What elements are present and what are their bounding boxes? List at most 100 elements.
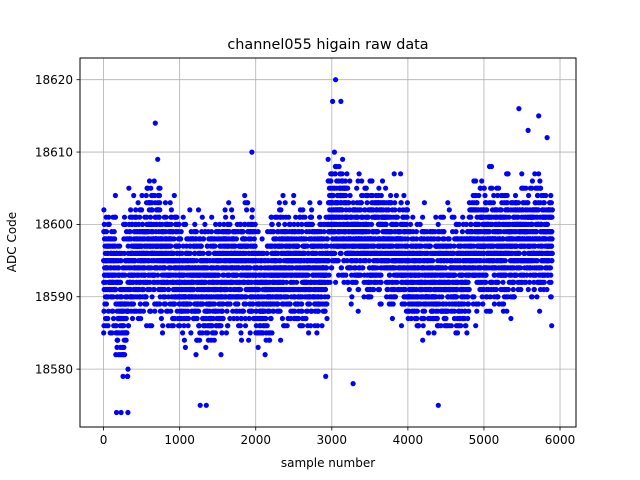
data-point [223,330,229,336]
data-point [208,229,215,235]
data-point [420,214,426,220]
data-point [392,207,398,213]
data-point [222,207,228,213]
data-point [148,308,154,314]
data-point [433,214,439,220]
data-point [209,214,215,220]
data-point [333,279,339,285]
data-point [378,279,384,285]
data-point [200,236,207,242]
data-point [473,323,479,329]
data-point [316,214,323,220]
data-point [280,192,286,199]
data-point [185,315,192,322]
data-point [244,207,250,213]
data-point [126,185,132,191]
data-point [220,315,226,322]
data-point [302,214,308,220]
data-point [300,323,306,329]
data-point [276,200,282,206]
data-point [113,286,119,293]
data-point [225,323,231,329]
data-point [335,258,341,264]
data-point [116,265,122,271]
data-point [354,185,360,191]
data-point [465,294,471,300]
data-point [414,315,420,322]
data-point [152,308,158,314]
data-point [344,171,350,177]
data-point [203,344,209,350]
data-point [220,301,226,307]
data-point [319,323,325,329]
data-point [163,214,169,220]
data-point [166,286,172,293]
data-point [119,294,125,300]
data-point [291,192,297,199]
data-point [332,250,338,256]
data-point [211,301,218,307]
data-point [249,207,255,213]
data-point [185,308,191,314]
data-point [378,272,384,278]
data-point [389,315,395,322]
data-point [252,221,258,227]
data-point [238,330,244,336]
data-point [211,337,217,343]
data-point [196,323,202,329]
data-point [103,229,110,235]
data-point [299,229,305,235]
data-point [413,229,419,235]
data-point [172,301,178,307]
data-point [140,221,146,227]
data-point [242,192,248,199]
data-point [215,272,222,278]
data-point [187,250,193,256]
data-point [191,286,197,293]
chart-title: channel055 higain raw data [227,37,428,53]
data-point [315,308,321,314]
data-point [101,221,107,227]
data-point [224,308,230,314]
data-point [101,207,107,213]
data-point [123,315,129,322]
data-point [394,214,401,220]
data-point [167,200,173,206]
data-point [448,323,454,329]
data-point [168,221,174,227]
data-point [226,200,232,206]
data-point [227,301,233,307]
data-point [466,286,472,293]
data-point [307,200,313,206]
data-point [421,200,427,206]
data-point [218,323,224,329]
data-point [125,366,131,372]
data-point [219,330,225,336]
data-point [155,272,161,278]
data-point [398,323,405,329]
data-point [110,294,116,300]
data-point [347,192,353,199]
data-point [209,323,215,329]
data-point [177,323,183,329]
data-point [339,171,345,177]
data-point [174,214,180,220]
data-point [105,323,111,329]
data-point [105,308,111,314]
data-point [278,207,284,213]
data-point [255,344,261,350]
data-point [440,214,447,220]
data-point [460,214,466,220]
data-point [277,308,283,314]
data-point [325,156,331,162]
data-point [307,301,313,307]
data-point [422,308,428,314]
data-point [139,207,145,213]
data-point [170,323,176,329]
data-point [278,337,284,343]
data-point [420,323,426,329]
data-point [308,214,315,220]
data-point [122,352,128,358]
data-point [229,207,235,213]
